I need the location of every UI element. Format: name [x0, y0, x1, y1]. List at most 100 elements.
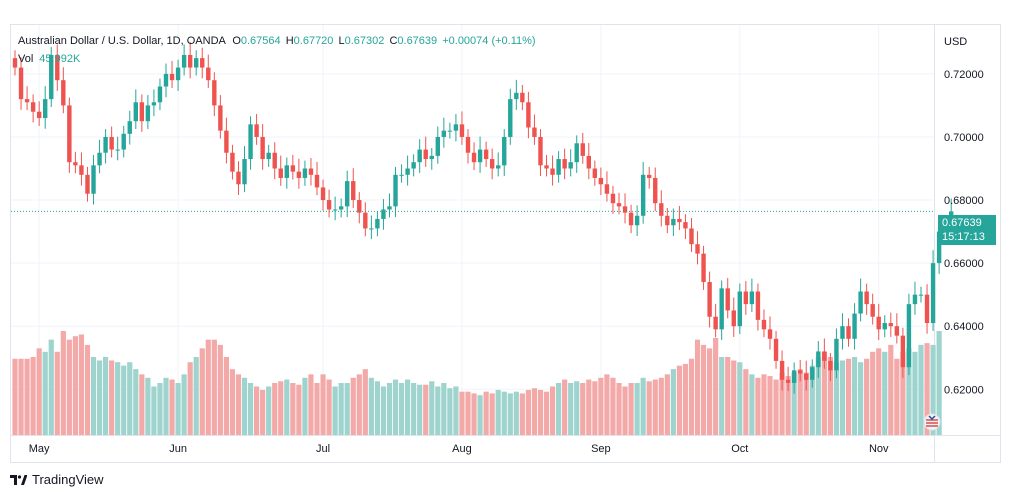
volume-bar: [465, 391, 471, 435]
candle-body: [393, 174, 398, 207]
candle-body: [429, 155, 434, 160]
volume-bar: [809, 365, 815, 435]
candle-body: [278, 168, 283, 178]
volume-bar: [664, 374, 670, 435]
volume-bar: [211, 339, 217, 435]
volume-bar: [918, 344, 924, 435]
volume-bar: [906, 348, 912, 435]
volume-bar: [858, 362, 864, 435]
candle-body: [302, 168, 308, 178]
volume-bar: [652, 379, 658, 435]
volume-bar: [217, 344, 223, 435]
candle-body: [24, 99, 30, 103]
volume-bar: [870, 351, 876, 435]
volume-bar: [761, 374, 767, 435]
volume-bar: [163, 377, 169, 435]
volume-bar: [453, 386, 459, 435]
volume-bar: [133, 369, 139, 435]
candle-body: [514, 92, 519, 100]
volume-bar: [157, 383, 163, 435]
volume-bar: [725, 357, 731, 435]
candle-body: [713, 316, 718, 330]
candle-body: [411, 162, 416, 169]
volume-bar: [640, 377, 646, 435]
volume-bar: [398, 383, 405, 435]
candle-body: [562, 159, 567, 169]
volume-bar: [272, 383, 278, 435]
candle-body: [417, 149, 422, 163]
volume-bar: [556, 383, 562, 435]
close-label: C: [389, 35, 398, 47]
candle-body: [194, 58, 199, 68]
candle-body: [115, 149, 120, 151]
candle-body: [864, 291, 869, 305]
candle-body: [290, 165, 296, 172]
candle-body: [689, 228, 694, 245]
volume-bar: [24, 358, 30, 435]
candle-body: [731, 310, 736, 327]
volume-bar: [109, 360, 115, 435]
candle-body: [755, 291, 761, 320]
candle-body: [840, 326, 845, 339]
candle-body: [375, 218, 380, 229]
candle-body: [725, 288, 730, 311]
candle-body: [296, 171, 302, 178]
volume-label[interactable]: Vol: [18, 53, 34, 65]
volume-bar: [423, 384, 429, 435]
volume-bar: [429, 381, 435, 435]
candle-body: [930, 263, 936, 324]
candle-body: [912, 294, 918, 305]
candle-body: [157, 86, 163, 103]
volume-bar: [773, 379, 779, 435]
volume-bar: [42, 351, 48, 435]
volume-bar: [525, 389, 531, 435]
volume-bar: [694, 339, 701, 435]
volume-bar: [18, 358, 24, 435]
candle-body: [12, 58, 18, 68]
candle-body: [248, 124, 253, 160]
tradingview-brand[interactable]: TradingView: [10, 472, 104, 487]
legend-header: Australian Dollar / U.S. Dollar, 1D, OAN…: [18, 35, 536, 47]
volume-bar: [356, 374, 362, 435]
volume-bar: [151, 386, 157, 435]
candle-body: [453, 124, 459, 131]
candle-body: [671, 218, 676, 226]
volume-bar: [338, 383, 344, 435]
volume-bar: [779, 372, 785, 435]
volume-bar: [386, 383, 393, 435]
candle-body: [212, 80, 217, 106]
low-value: 0.67302: [344, 35, 385, 47]
candle-body: [61, 80, 66, 106]
volume-bar: [84, 344, 91, 435]
volume-bar: [670, 369, 676, 435]
volume-bar: [235, 374, 242, 435]
candle-body: [761, 319, 767, 330]
candle-body: [876, 316, 881, 330]
volume-bar: [96, 360, 103, 435]
volume-bar: [549, 386, 556, 435]
volume-bar: [610, 377, 616, 435]
volume-bar: [616, 383, 622, 435]
candle-body: [200, 58, 205, 68]
candle-body: [30, 102, 36, 112]
volume-bar: [48, 339, 54, 435]
candle-body: [139, 102, 145, 122]
candle-body: [308, 168, 314, 175]
symbol-title[interactable]: Australian Dollar / U.S. Dollar, 1D, OAN…: [18, 35, 226, 47]
volume-bar: [320, 374, 326, 435]
volume-bar: [350, 377, 356, 435]
volume-bar: [688, 358, 695, 435]
candle-body: [828, 360, 833, 371]
candle-body: [924, 294, 930, 324]
candle-body: [532, 127, 537, 137]
candle-body: [218, 105, 223, 131]
candle-body: [888, 323, 893, 327]
currency-label: USD: [944, 36, 967, 48]
volume-bar: [411, 383, 417, 435]
volume-bar: [447, 388, 453, 435]
flag-icon[interactable]: [923, 413, 941, 431]
volume-bar: [797, 369, 803, 435]
candle-body: [55, 54, 60, 81]
volume-bar: [302, 377, 308, 435]
